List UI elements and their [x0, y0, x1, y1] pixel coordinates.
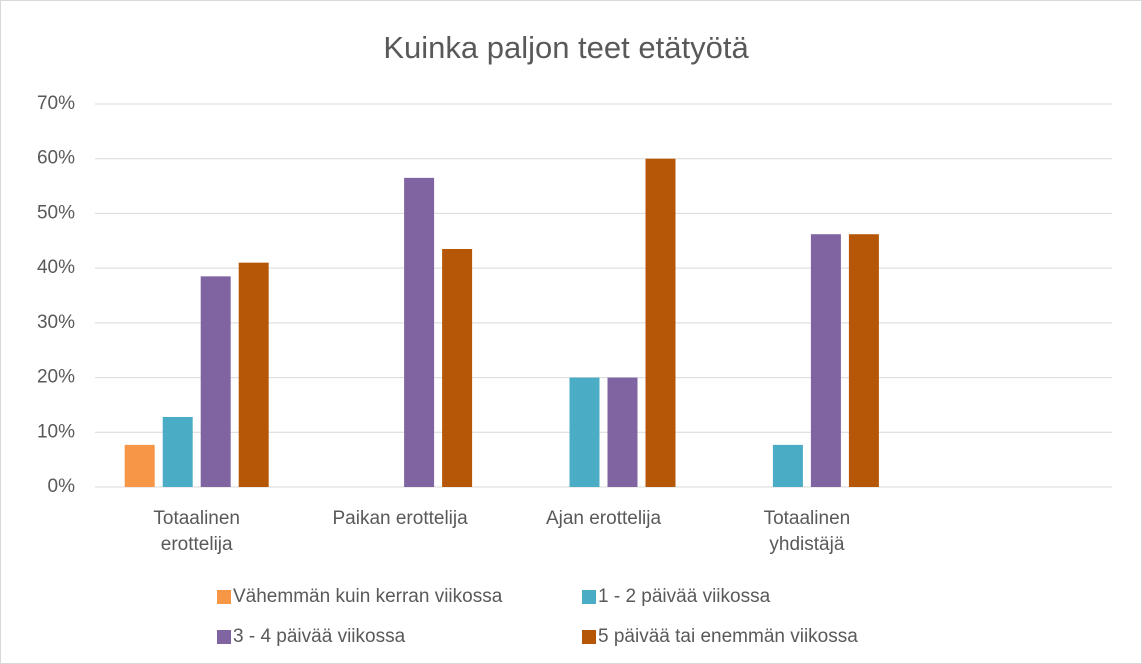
y-tick-label: 70% — [37, 93, 75, 114]
y-tick-label: 10% — [37, 421, 75, 442]
legend-swatch — [217, 590, 231, 604]
bar — [569, 377, 600, 487]
y-tick-label: 30% — [37, 312, 75, 333]
bar — [772, 444, 803, 487]
x-tick-label: Totaalinen — [764, 508, 851, 529]
bar — [124, 444, 155, 487]
bar — [238, 262, 269, 487]
x-tick-label: Paikan erottelija — [332, 508, 468, 529]
x-tick-label: Totaalinen — [153, 508, 240, 529]
y-tick-label: 50% — [37, 202, 75, 223]
bar — [162, 416, 193, 487]
x-tick-label: erottelija — [161, 534, 233, 555]
legend-swatch — [582, 590, 596, 604]
y-tick-label: 0% — [48, 476, 76, 497]
y-tick-label: 20% — [37, 367, 75, 388]
bar — [442, 248, 473, 487]
chart-title: Kuinka paljon teet etätyötä — [383, 30, 749, 65]
legend-label: Vähemmän kuin kerran viikossa — [233, 586, 503, 607]
bar — [848, 234, 879, 487]
bar — [200, 276, 231, 487]
x-tick-label: Ajan erottelija — [546, 508, 662, 529]
bar — [607, 377, 638, 487]
bar — [810, 234, 841, 487]
legend-label: 1 - 2 päivää viikossa — [598, 586, 771, 607]
legend-swatch — [217, 630, 231, 644]
bar — [645, 158, 676, 487]
bar — [404, 177, 435, 487]
x-tick-label: yhdistäjä — [769, 534, 844, 555]
legend-label: 3 - 4 päivää viikossa — [233, 626, 406, 647]
legend-swatch — [582, 630, 596, 644]
y-tick-label: 40% — [37, 257, 75, 278]
y-tick-label: 60% — [37, 148, 75, 169]
legend-label: 5 päivää tai enemmän viikossa — [598, 626, 858, 647]
